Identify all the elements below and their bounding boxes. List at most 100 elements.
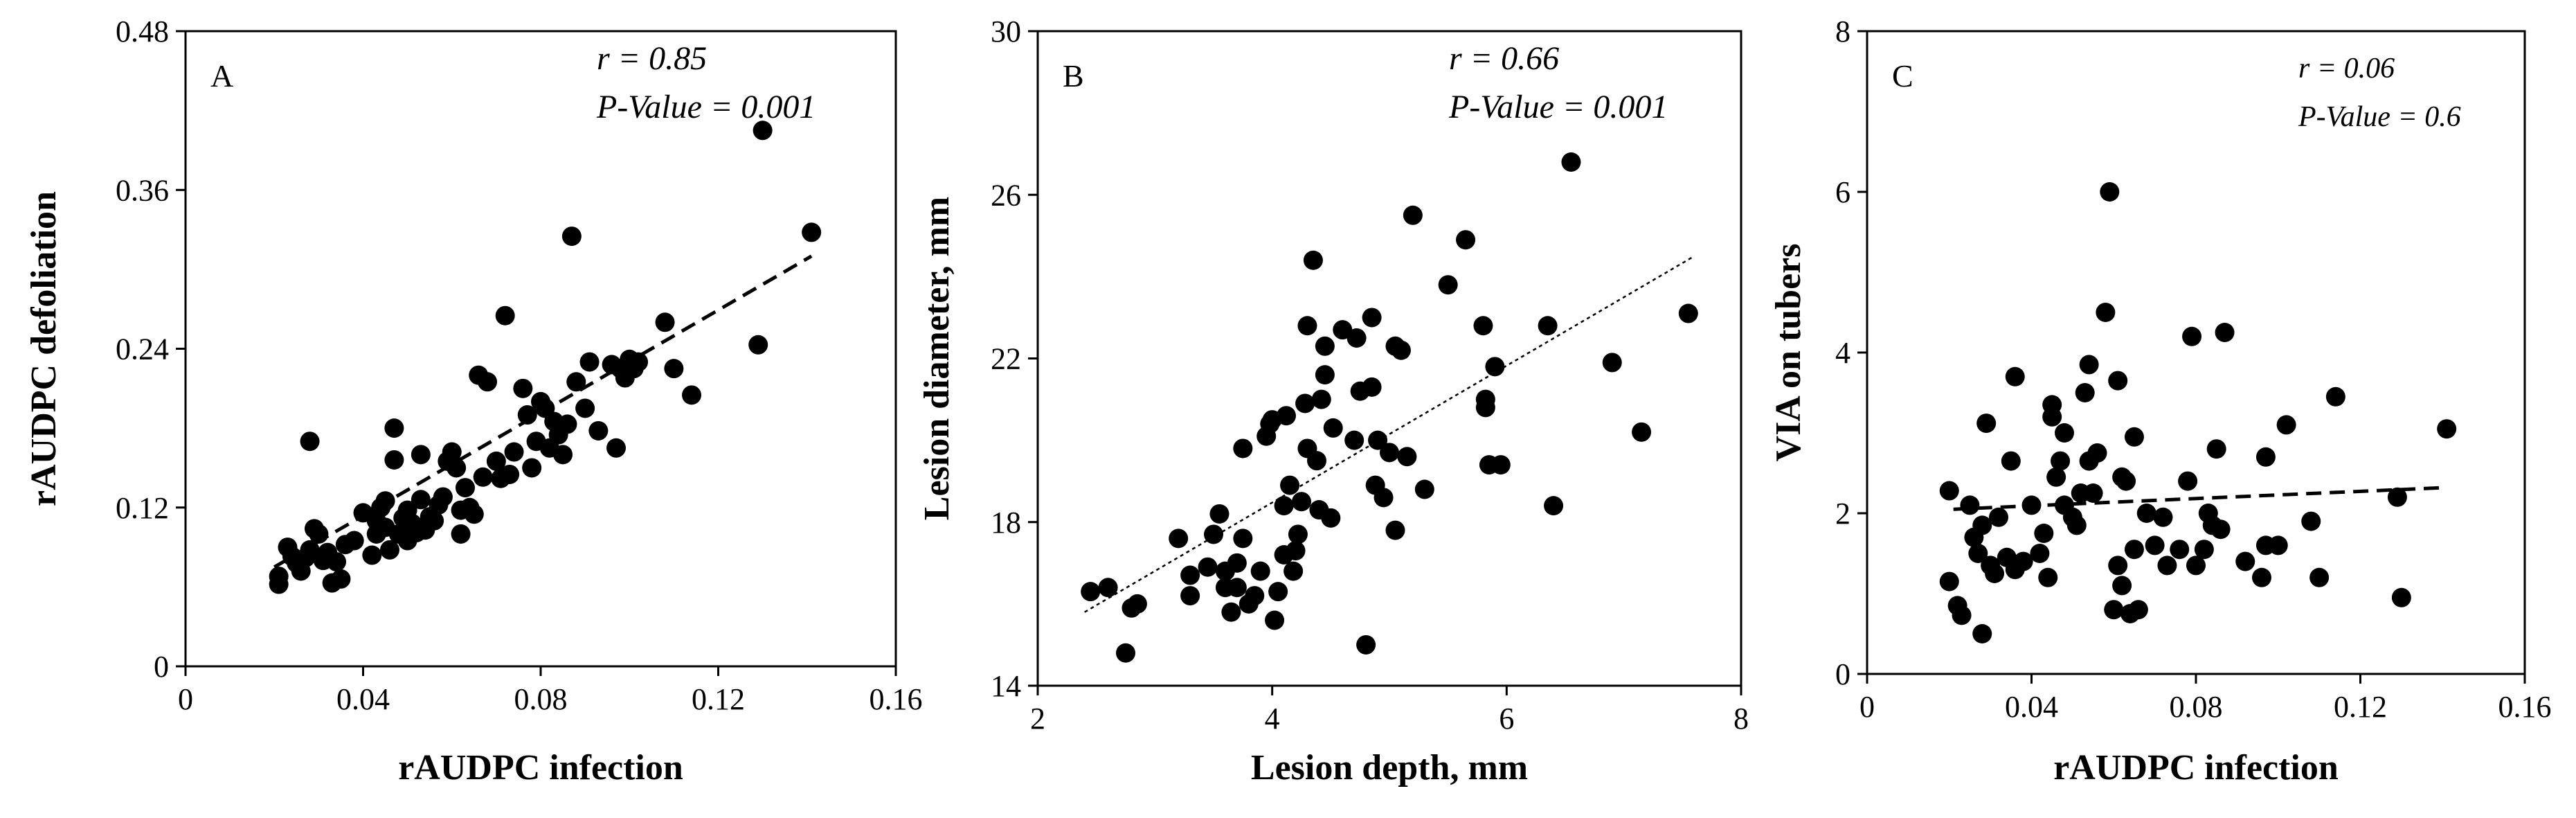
data-point: [2038, 567, 2058, 587]
data-point: [2116, 471, 2136, 491]
data-point: [557, 414, 577, 434]
y-tick-label: 4: [1835, 336, 1850, 370]
x-tick-label: 0.08: [514, 682, 568, 716]
data-point: [1544, 496, 1564, 516]
data-point: [1632, 422, 1652, 442]
panel-b: 2 4 6 8 14 18 22 26 30 Lesion depth, mm Lesion dia…: [917, 15, 1749, 788]
data-point: [1303, 250, 1323, 270]
data-point: [2001, 451, 2021, 471]
data-point: [375, 491, 395, 511]
data-point: [269, 567, 289, 587]
data-point: [579, 352, 600, 372]
data-point: [1169, 528, 1189, 549]
data-point: [2309, 567, 2330, 587]
y-axis-label: rAUDPC defoliation: [24, 191, 64, 506]
panel-letter: C: [1892, 58, 1913, 94]
data-point: [2255, 447, 2276, 467]
data-point: [327, 552, 347, 572]
data-point: [655, 312, 675, 332]
data-point: [1276, 406, 1296, 426]
data-point: [1968, 544, 1988, 563]
y-tick-label: 0.48: [116, 15, 169, 48]
data-point: [2182, 326, 2202, 346]
x-tick-label: 0: [178, 682, 193, 716]
data-point: [2252, 567, 2271, 587]
data-point: [309, 524, 329, 544]
data-point: [1250, 561, 1270, 581]
data-point: [1295, 393, 1315, 414]
data-point: [1286, 541, 1306, 561]
data-point: [1397, 447, 1417, 467]
x-axis-label: rAUDPC infection: [2053, 748, 2339, 788]
data-point: [300, 432, 320, 452]
data-point: [451, 524, 471, 544]
y-tick-label: 22: [991, 342, 1021, 376]
panel-a: 0 0.04 0.08 0.12 0.16 0 0.12 0.24 0.36 0.48 rAUDPC…: [24, 15, 923, 788]
data-point: [2112, 576, 2132, 596]
data-point: [1198, 557, 1218, 577]
plot-frame: [1036, 30, 1742, 687]
data-point: [455, 478, 475, 498]
data-point: [2157, 555, 2177, 576]
data-point: [1475, 398, 1495, 418]
y-tick-label: 18: [991, 506, 1021, 540]
data-point: [2096, 303, 2116, 322]
data-point: [1127, 594, 1147, 614]
data-point: [2124, 427, 2144, 447]
data-point: [2079, 355, 2099, 375]
data-point: [2108, 555, 2128, 576]
data-point: [513, 378, 533, 398]
data-point: [1081, 582, 1101, 602]
data-point: [1284, 561, 1304, 581]
data-point: [1438, 275, 1458, 295]
data-point: [2108, 371, 2128, 391]
data-point: [1265, 610, 1285, 630]
data-point: [1321, 508, 1341, 528]
y-tick-label: 2: [1835, 497, 1850, 531]
data-point: [748, 335, 768, 355]
data-point: [344, 531, 364, 551]
data-point: [1939, 571, 1959, 592]
data-point: [2030, 544, 2050, 563]
data-point: [1989, 507, 2008, 527]
x-tick-label: 0.04: [2005, 690, 2058, 724]
x-tick-label: 0.16: [870, 682, 923, 716]
x-tick-label: 2: [1030, 702, 1045, 736]
data-point: [522, 458, 542, 478]
x-tick-label: 0.04: [336, 682, 390, 716]
data-point: [1323, 418, 1343, 438]
data-point: [1602, 353, 1622, 373]
data-point: [2215, 323, 2235, 342]
y-tick-label: 0.36: [116, 173, 169, 207]
x-tick-label: 8: [1733, 702, 1749, 736]
data-point: [2021, 495, 2042, 515]
correlation-r: r = 0.85: [597, 40, 707, 77]
data-point: [2075, 383, 2095, 402]
data-point: [2186, 555, 2206, 576]
data-point: [1292, 492, 1311, 512]
data-point: [447, 458, 467, 478]
data-point: [1315, 336, 1335, 356]
data-point: [1311, 389, 1331, 409]
data-point: [1268, 582, 1288, 602]
data-point: [1473, 316, 1493, 336]
data-point: [1315, 365, 1335, 385]
data-point: [1280, 475, 1300, 495]
data-point: [2034, 524, 2054, 543]
y-axis-label: Lesion diameter, mm: [917, 197, 957, 520]
data-point: [1356, 634, 1376, 655]
data-point: [606, 438, 627, 458]
data-point: [2235, 551, 2255, 571]
data-point: [331, 569, 351, 589]
data-point: [486, 451, 506, 471]
data-point: [1297, 316, 1317, 336]
data-point: [629, 352, 649, 372]
data-point: [1561, 152, 1581, 172]
data-point: [411, 490, 431, 510]
data-point: [2055, 423, 2074, 443]
data-point: [2170, 540, 2190, 560]
data-point: [802, 222, 822, 242]
data-point: [1976, 414, 1997, 434]
data-point: [2136, 504, 2156, 523]
